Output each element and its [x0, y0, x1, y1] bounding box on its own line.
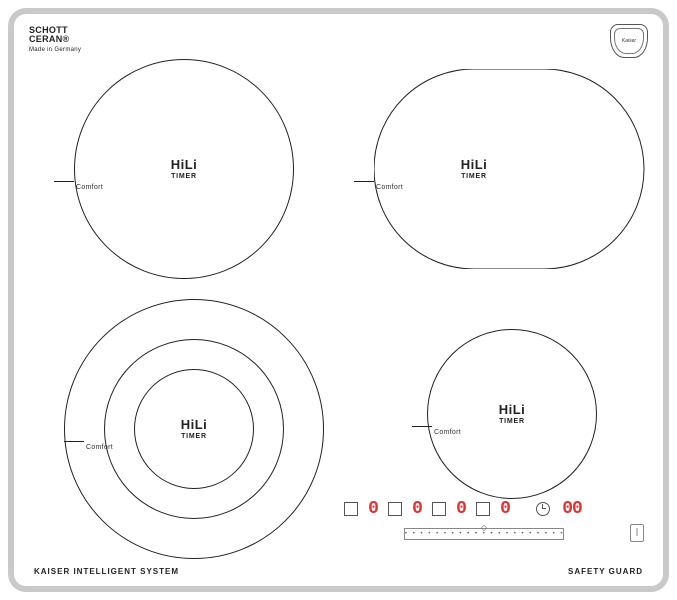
- zone-select-3[interactable]: [432, 502, 446, 516]
- zone-tl-label: HiLi TIMER: [171, 158, 198, 180]
- zone-tl-hili: HiLi: [171, 157, 198, 172]
- control-top-row: 0 0 0 0 00: [344, 500, 644, 518]
- zone-br-label: HiLi TIMER: [499, 403, 526, 425]
- zone-tl-comfort: Comfort: [76, 184, 103, 191]
- zone-tr-timer: TIMER: [461, 173, 488, 180]
- zone-select-1[interactable]: [344, 502, 358, 516]
- zone-select-2[interactable]: [388, 502, 402, 516]
- zone-bl-comfort-tick: [64, 441, 84, 442]
- zone-tr-comfort: Comfort: [376, 184, 403, 191]
- cooktop-surface: SCHOTT CERAN® Made in Germany Kaiser HiL…: [14, 14, 663, 586]
- footer: KAISER INTELLIGENT SYSTEM SAFETY GUARD: [34, 567, 643, 576]
- zone-display-3: 0: [454, 500, 468, 518]
- zone-bl[interactable]: HiLi TIMER: [64, 299, 324, 559]
- zone-tr-label: HiLi TIMER: [461, 158, 488, 180]
- zone-br[interactable]: HiLi TIMER: [427, 329, 597, 499]
- brand-line3: Made in Germany: [29, 47, 81, 53]
- zone-br-timer: TIMER: [499, 418, 526, 425]
- slider-indicator-icon: ◇: [481, 523, 487, 532]
- zone-tl-comfort-tick: [54, 181, 74, 182]
- crest-text: Kaiser: [622, 38, 636, 44]
- zone-tr-hili: HiLi: [461, 157, 488, 172]
- zone-tl[interactable]: HiLi TIMER: [74, 59, 294, 279]
- zone-br-hili: HiLi: [499, 402, 526, 417]
- zone-bl-timer: TIMER: [181, 433, 208, 440]
- zone-tr-comfort-tick: [354, 181, 374, 182]
- timer-icon[interactable]: [536, 502, 550, 516]
- footer-left: KAISER INTELLIGENT SYSTEM: [34, 567, 179, 576]
- cooktop-frame: SCHOTT CERAN® Made in Germany Kaiser HiL…: [8, 8, 669, 592]
- zone-br-comfort-tick: [412, 426, 432, 427]
- power-slider[interactable]: ◇ • • • • • • • • • • • • • • • • • • • …: [404, 528, 564, 540]
- zone-tl-timer: TIMER: [171, 173, 198, 180]
- zone-select-4[interactable]: [476, 502, 490, 516]
- zone-bl-label: HiLi TIMER: [181, 418, 208, 440]
- timer-display: 00: [558, 500, 586, 518]
- zone-bl-comfort: Comfort: [86, 444, 113, 451]
- brand-top-left: SCHOTT CERAN® Made in Germany: [29, 26, 81, 53]
- crest-icon: Kaiser: [610, 24, 648, 58]
- footer-right: SAFETY GUARD: [568, 567, 643, 576]
- zone-br-comfort: Comfort: [434, 429, 461, 436]
- zone-bl-hili: HiLi: [181, 417, 208, 432]
- brand-crest: Kaiser: [610, 24, 648, 58]
- zone-display-2: 0: [410, 500, 424, 518]
- control-panel: 0 0 0 0 00 ◇ • • • • • • • • • • • • • •…: [344, 500, 644, 546]
- zone-display-4: 0: [498, 500, 512, 518]
- power-button[interactable]: [630, 524, 644, 542]
- zone-display-1: 0: [366, 500, 380, 518]
- zone-tr[interactable]: HiLi TIMER: [374, 69, 574, 269]
- brand-line2: CERAN®: [29, 35, 81, 44]
